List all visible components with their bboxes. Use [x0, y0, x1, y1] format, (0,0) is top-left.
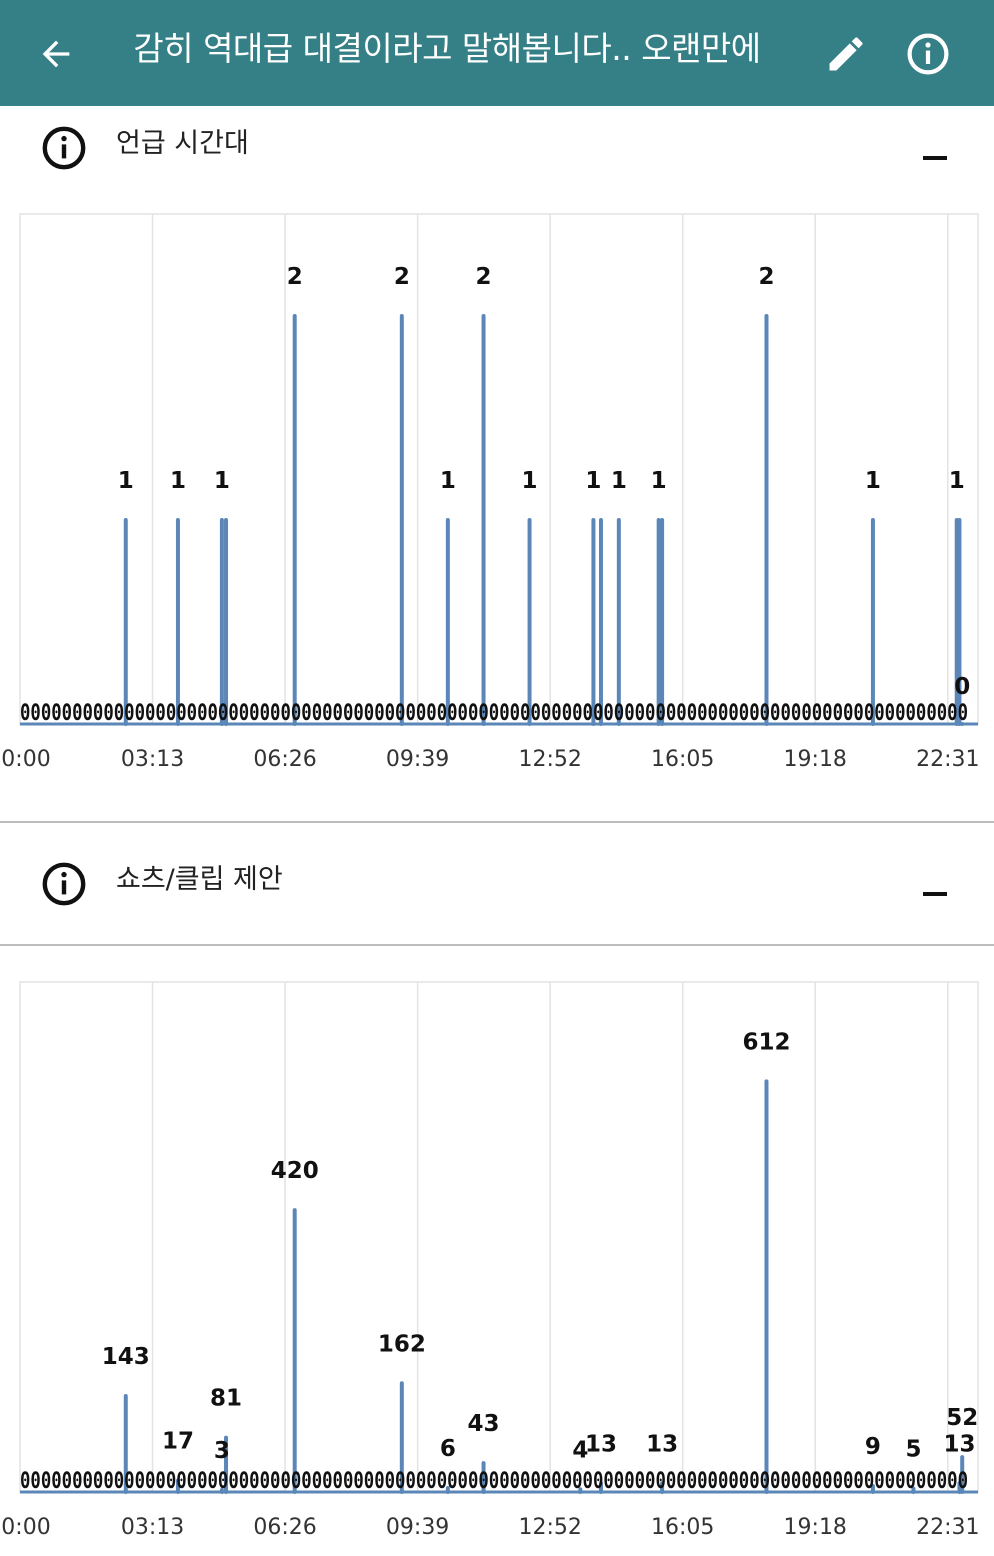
x-tick-label: 16:05	[651, 1515, 714, 1540]
chart-svg: 0:00 03:13 06:26 09:39 12:52 16:05 19:18 22:31 0…	[1, 981, 979, 1540]
x-tick-label: 0:00	[1, 747, 50, 772]
data-label: 0	[954, 674, 970, 700]
x-tick-label: 0:00	[1, 1515, 50, 1540]
back-button[interactable]	[28, 26, 84, 82]
info-button[interactable]	[900, 26, 956, 82]
x-tick-label: 19:18	[784, 1515, 847, 1540]
data-label: 13	[585, 1431, 617, 1457]
data-label: 2	[476, 264, 492, 290]
data-label: 1	[440, 468, 456, 494]
data-label: 17	[162, 1429, 194, 1455]
zero-labels: 0000000000000000000000000000000000000000…	[20, 1469, 968, 1494]
data-label: 1	[865, 468, 881, 494]
data-label: 420	[271, 1158, 319, 1184]
data-label: 52	[946, 1405, 978, 1431]
edit-button[interactable]	[818, 26, 874, 82]
section-divider	[0, 944, 994, 946]
data-label: 9	[865, 1434, 881, 1460]
info-icon	[907, 33, 949, 75]
chart-svg: 0:00 03:13 06:26 09:39 12:52 16:05 19:18 22:31 0…	[1, 213, 979, 772]
data-label: 1	[118, 468, 134, 494]
x-tick-label: 06:26	[253, 1515, 316, 1540]
x-tick-label: 22:31	[916, 1515, 979, 1540]
shorts-clip-chart: 0:00 03:13 06:26 09:39 12:52 16:05 19:18 22:31 0…	[0, 968, 994, 1556]
section-title: 쇼츠/클립 제안	[116, 864, 283, 895]
section-divider	[0, 821, 994, 823]
data-label: 1	[214, 468, 230, 494]
section-header-shorts-clip: 쇼츠/클립 제안	[0, 860, 994, 930]
data-label: 4	[572, 1437, 588, 1463]
x-tick-label: 03:13	[121, 747, 184, 772]
x-tick-label: 09:39	[386, 1515, 449, 1540]
data-label: 612	[742, 1029, 790, 1055]
data-label: 1	[651, 468, 667, 494]
minus-icon[interactable]	[918, 142, 952, 176]
data-label: 6	[440, 1436, 456, 1462]
data-label: 13	[943, 1431, 975, 1457]
data-label: 1	[170, 468, 186, 494]
data-label: 162	[378, 1331, 426, 1357]
info-icon[interactable]	[40, 860, 88, 908]
x-tick-label: 09:39	[386, 747, 449, 772]
mention-time-chart: 0:00 03:13 06:26 09:39 12:52 16:05 19:18 22:31 0…	[0, 200, 994, 790]
arrow-left-icon	[42, 40, 70, 68]
data-label: 2	[394, 264, 410, 290]
section-title: 언급 시간대	[116, 128, 249, 159]
minus-icon[interactable]	[918, 878, 952, 912]
data-label: 5	[905, 1437, 921, 1463]
data-label: 1	[585, 468, 601, 494]
data-label: 3	[214, 1438, 230, 1464]
data-label: 1	[522, 468, 538, 494]
data-label: 1	[949, 468, 965, 494]
section-header-mention-time: 언급 시간대	[0, 124, 994, 194]
x-tick-label: 12:52	[518, 1515, 581, 1540]
data-label: 1	[611, 468, 627, 494]
data-label: 81	[210, 1386, 242, 1412]
x-tick-label: 19:18	[784, 747, 847, 772]
data-label: 13	[646, 1431, 678, 1457]
x-tick-label: 12:52	[518, 747, 581, 772]
data-label: 2	[287, 264, 303, 290]
app-bar: 감히 역대급 대결이라고 말해봅니다.. 오랜만에	[0, 0, 994, 106]
x-tick-label: 06:26	[253, 747, 316, 772]
x-tick-label: 22:31	[916, 747, 979, 772]
x-tick-label: 03:13	[121, 1515, 184, 1540]
info-icon[interactable]	[40, 124, 88, 172]
page-title: 감히 역대급 대결이라고 말해봅니다.. 오랜만에	[133, 29, 761, 68]
plot-frame	[19, 213, 979, 725]
data-label: 2	[758, 264, 774, 290]
data-label: 143	[102, 1344, 150, 1370]
data-label: 43	[468, 1411, 500, 1437]
pencil-icon	[829, 37, 863, 71]
zero-labels: 0000000000000000000000000000000000000000…	[20, 701, 968, 726]
x-tick-label: 16:05	[651, 747, 714, 772]
